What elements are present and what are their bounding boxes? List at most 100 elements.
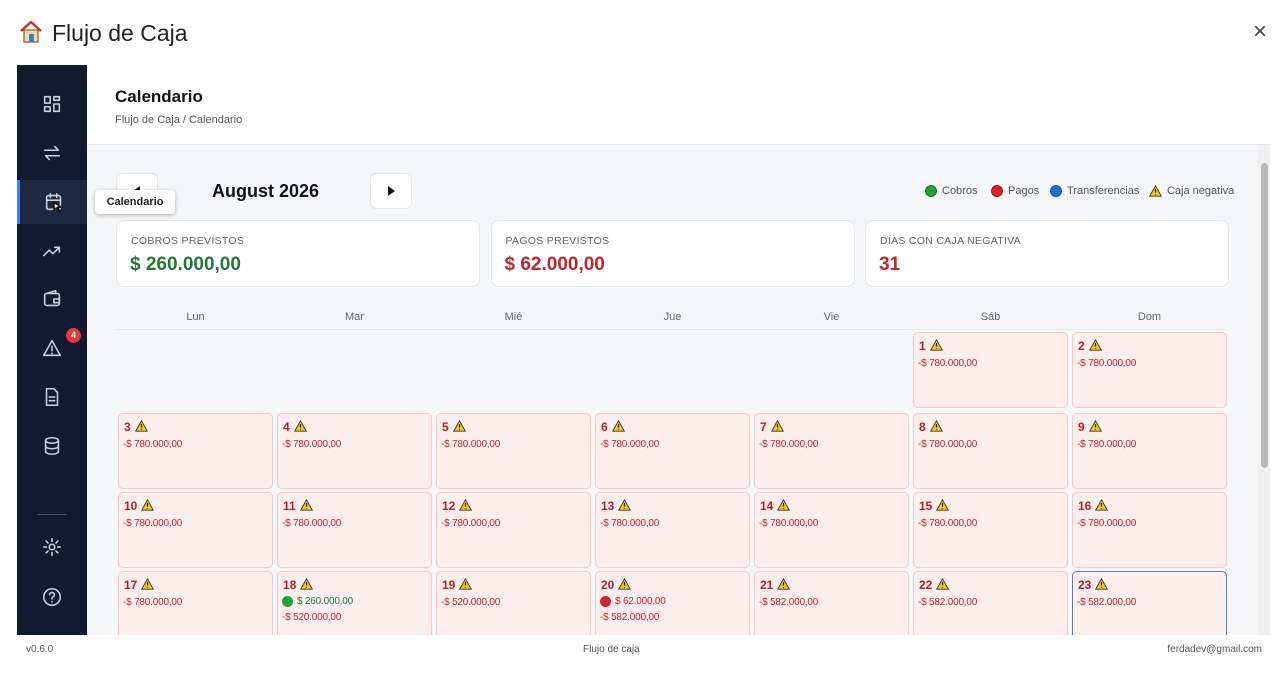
day-cell[interactable]: 19 -$ 520.000,00 <box>436 571 591 635</box>
day-number-text: 23 <box>1078 578 1092 592</box>
weekday-label: Lun <box>186 311 205 323</box>
day-number-text: 7 <box>760 420 767 434</box>
stat-value: $ 260.000,00 <box>130 254 241 275</box>
day-number: 13 <box>601 498 632 513</box>
warning-icon <box>1088 338 1102 351</box>
legend-dot <box>1050 185 1062 197</box>
day-cell[interactable]: 22 -$ 582.000,00 <box>913 571 1068 635</box>
legend-dot <box>925 185 937 197</box>
pago-line: $ 62.000,00 <box>600 596 666 607</box>
day-cell[interactable]: 15 -$ 780.000,00 <box>913 492 1068 568</box>
warning-icon <box>1088 419 1102 432</box>
warning-icon <box>134 419 148 432</box>
day-cell[interactable]: 17 -$ 780.000,00 <box>118 571 273 635</box>
day-cell[interactable]: 20 $ 62.000,00 -$ 582.000,00 <box>595 571 750 635</box>
day-number-text: 3 <box>124 420 131 434</box>
day-cell[interactable]: 5 -$ 780.000,00 <box>436 413 591 489</box>
nav-alerts[interactable] <box>17 326 87 370</box>
day-number: 16 <box>1078 498 1109 513</box>
day-number-text: 14 <box>760 499 774 513</box>
day-number: 5 <box>442 419 466 434</box>
close-button[interactable]: × <box>1253 18 1268 45</box>
day-number: 8 <box>919 419 943 434</box>
warning-icon <box>929 338 943 351</box>
weekday-divider <box>116 329 1226 330</box>
day-number: 18 <box>283 577 314 592</box>
day-cell[interactable]: 12 -$ 780.000,00 <box>436 492 591 568</box>
day-cell[interactable]: 11 -$ 780.000,00 <box>277 492 432 568</box>
page-header: Calendario Flujo de Caja / Calendario <box>87 65 1270 145</box>
page-title: Calendario <box>115 87 203 106</box>
day-number-text: 8 <box>919 420 926 434</box>
window-title: Flujo de Caja <box>52 20 188 46</box>
day-cell[interactable]: 14 -$ 780.000,00 <box>754 492 909 568</box>
day-number-text: 1 <box>919 339 926 353</box>
day-cell[interactable]: 23 -$ 582.000,00 <box>1072 571 1227 635</box>
warning-icon <box>777 498 791 511</box>
legend-item: Transferencias <box>1050 185 1139 197</box>
day-balance: -$ 582.000,00 <box>759 597 819 608</box>
day-cell[interactable]: 10 -$ 780.000,00 <box>118 492 273 568</box>
day-cell[interactable]: 9 -$ 780.000,00 <box>1072 413 1227 489</box>
day-number-text: 12 <box>442 499 456 513</box>
warning-icon <box>936 498 950 511</box>
nav-wallet[interactable] <box>17 277 87 321</box>
day-number-text: 17 <box>124 578 138 592</box>
warning-icon <box>929 419 943 432</box>
day-cell[interactable]: 4 -$ 780.000,00 <box>277 413 432 489</box>
nav-transfers[interactable] <box>17 131 87 175</box>
day-number-text: 20 <box>601 578 615 592</box>
day-balance: -$ 780.000,00 <box>282 518 342 529</box>
day-cell[interactable]: 16 -$ 780.000,00 <box>1072 492 1227 568</box>
footer: v0.6.0 Flujo de caja ferdadev@gmail.com <box>17 635 1270 662</box>
day-cell[interactable]: 21 -$ 582.000,00 <box>754 571 909 635</box>
nav-settings[interactable] <box>17 525 87 569</box>
day-balance: -$ 582.000,00 <box>600 612 660 623</box>
warning-icon <box>141 577 155 590</box>
day-cell[interactable]: 1 -$ 780.000,00 <box>913 332 1068 408</box>
day-balance: -$ 780.000,00 <box>123 597 183 608</box>
stat-label: PAGOS PREVISTOS <box>505 235 610 247</box>
day-balance: -$ 780.000,00 <box>759 439 819 450</box>
day-number: 11 <box>283 498 313 513</box>
day-number: 23 <box>1078 577 1109 592</box>
divider <box>37 514 67 515</box>
warning-icon <box>300 577 314 590</box>
nav-reports[interactable] <box>17 375 87 419</box>
day-balance: -$ 780.000,00 <box>441 439 501 450</box>
day-balance: -$ 780.000,00 <box>1077 518 1137 529</box>
tooltip: Calendario <box>95 190 175 214</box>
warning-icon <box>293 419 307 432</box>
scrollbar-thumb[interactable] <box>1261 163 1268 468</box>
day-balance: -$ 780.000,00 <box>918 358 978 369</box>
nav-dashboard[interactable] <box>17 82 87 126</box>
stat-value: $ 62.000,00 <box>504 254 605 275</box>
nav-database[interactable] <box>17 424 87 468</box>
legend-item: Cobros <box>925 185 977 197</box>
day-cell[interactable]: 13 -$ 780.000,00 <box>595 492 750 568</box>
nav-calendar[interactable] <box>17 180 87 224</box>
next-month-button[interactable] <box>370 173 412 209</box>
day-cell[interactable]: 8 -$ 780.000,00 <box>913 413 1068 489</box>
day-number-text: 5 <box>442 420 449 434</box>
legend-label: Pagos <box>1008 185 1040 197</box>
weekday-label: Mar <box>345 311 364 323</box>
day-number: 2 <box>1078 338 1102 353</box>
scrollbar[interactable] <box>1258 145 1270 635</box>
day-cell[interactable]: 6 -$ 780.000,00 <box>595 413 750 489</box>
day-cell[interactable]: 7 -$ 780.000,00 <box>754 413 909 489</box>
day-cell[interactable]: 18 $ 260.000,00 -$ 520.000,00 <box>277 571 432 635</box>
nav-help[interactable] <box>17 575 87 619</box>
pago-amount: $ 62.000,00 <box>615 596 666 607</box>
day-number: 17 <box>124 577 155 592</box>
weekday-label: Mié <box>504 311 523 323</box>
nav-trends[interactable] <box>17 229 87 273</box>
legend-item: Caja negativa <box>1149 185 1234 197</box>
stat-card: PAGOS PREVISTOS $ 62.000,00 <box>490 220 855 287</box>
day-number: 10 <box>124 498 155 513</box>
day-cell[interactable]: 3 -$ 780.000,00 <box>118 413 273 489</box>
weekday-label: Sáb <box>980 311 1001 323</box>
day-number: 21 <box>760 577 791 592</box>
warning-icon <box>618 498 632 511</box>
day-cell[interactable]: 2 -$ 780.000,00 <box>1072 332 1227 408</box>
